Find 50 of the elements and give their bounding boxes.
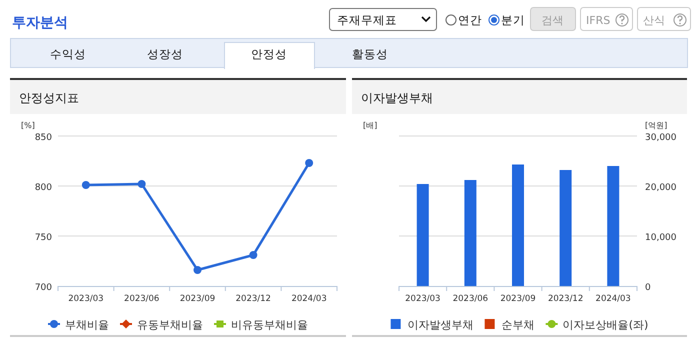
point bbox=[249, 251, 258, 259]
text: 투자분석 bbox=[12, 15, 68, 31]
y2-tick-label: 20,000 bbox=[645, 183, 677, 193]
text: 활동성 bbox=[352, 47, 388, 61]
x-tick-label: 2023/03 bbox=[405, 294, 440, 304]
legend-label: 순부채 bbox=[502, 318, 535, 332]
x-tick-label: 2024/03 bbox=[596, 294, 631, 304]
y2-tick-label: 30,000 bbox=[645, 133, 677, 143]
x-tick-label: 2023/12 bbox=[236, 294, 271, 304]
x-tick-label: 2023/09 bbox=[180, 294, 216, 304]
point bbox=[138, 180, 146, 188]
bar bbox=[464, 180, 476, 286]
y-tick-label: 850 bbox=[34, 133, 52, 143]
legend-label: 이자발생부채 bbox=[408, 318, 474, 332]
point bbox=[305, 159, 314, 167]
text: 검색 bbox=[542, 14, 564, 27]
y-tick-label: 700 bbox=[34, 283, 52, 293]
x-tick-label: 2023/09 bbox=[500, 294, 536, 304]
x-tick-label: 2023/03 bbox=[68, 294, 104, 304]
y2-axis-title: [억원] bbox=[645, 121, 668, 130]
text: 성장성 bbox=[147, 47, 183, 61]
text: 수익성 bbox=[50, 47, 86, 61]
chart-title: 이자발생부채 bbox=[361, 91, 433, 105]
bar bbox=[560, 170, 572, 286]
y-axis-title: [%] bbox=[21, 121, 35, 130]
bar bbox=[512, 164, 524, 286]
text: 산식 bbox=[643, 14, 665, 27]
legend-label: 유동부채비율 bbox=[137, 318, 203, 332]
bar bbox=[607, 166, 620, 286]
y2-tick-label: 10,000 bbox=[645, 233, 677, 243]
text: 연간 bbox=[458, 13, 482, 27]
legend-label: 비유동부채비율 bbox=[231, 318, 308, 332]
y-tick-label: 800 bbox=[34, 183, 52, 193]
bar bbox=[416, 184, 429, 286]
text: 안정성 bbox=[251, 47, 287, 61]
text: IFRS bbox=[586, 14, 610, 27]
text: 주재무제표 bbox=[337, 13, 397, 27]
y2-tick-label: 0 bbox=[645, 283, 651, 293]
chart-title: 안정성지표 bbox=[19, 91, 79, 105]
x-tick-label: 2023/06 bbox=[452, 294, 488, 304]
y-tick-label: 750 bbox=[34, 233, 52, 243]
point bbox=[194, 266, 202, 274]
legend-label: 이자보상배율(좌) bbox=[562, 318, 648, 332]
x-tick-label: 2023/12 bbox=[548, 294, 584, 304]
x-tick-label: 2024/03 bbox=[291, 294, 327, 304]
legend-label: 부채비율 bbox=[65, 318, 109, 332]
text: 분기 bbox=[501, 13, 525, 27]
x-tick-label: 2023/06 bbox=[124, 294, 160, 304]
point bbox=[82, 181, 90, 189]
y-axis-title: [배] bbox=[363, 121, 378, 130]
